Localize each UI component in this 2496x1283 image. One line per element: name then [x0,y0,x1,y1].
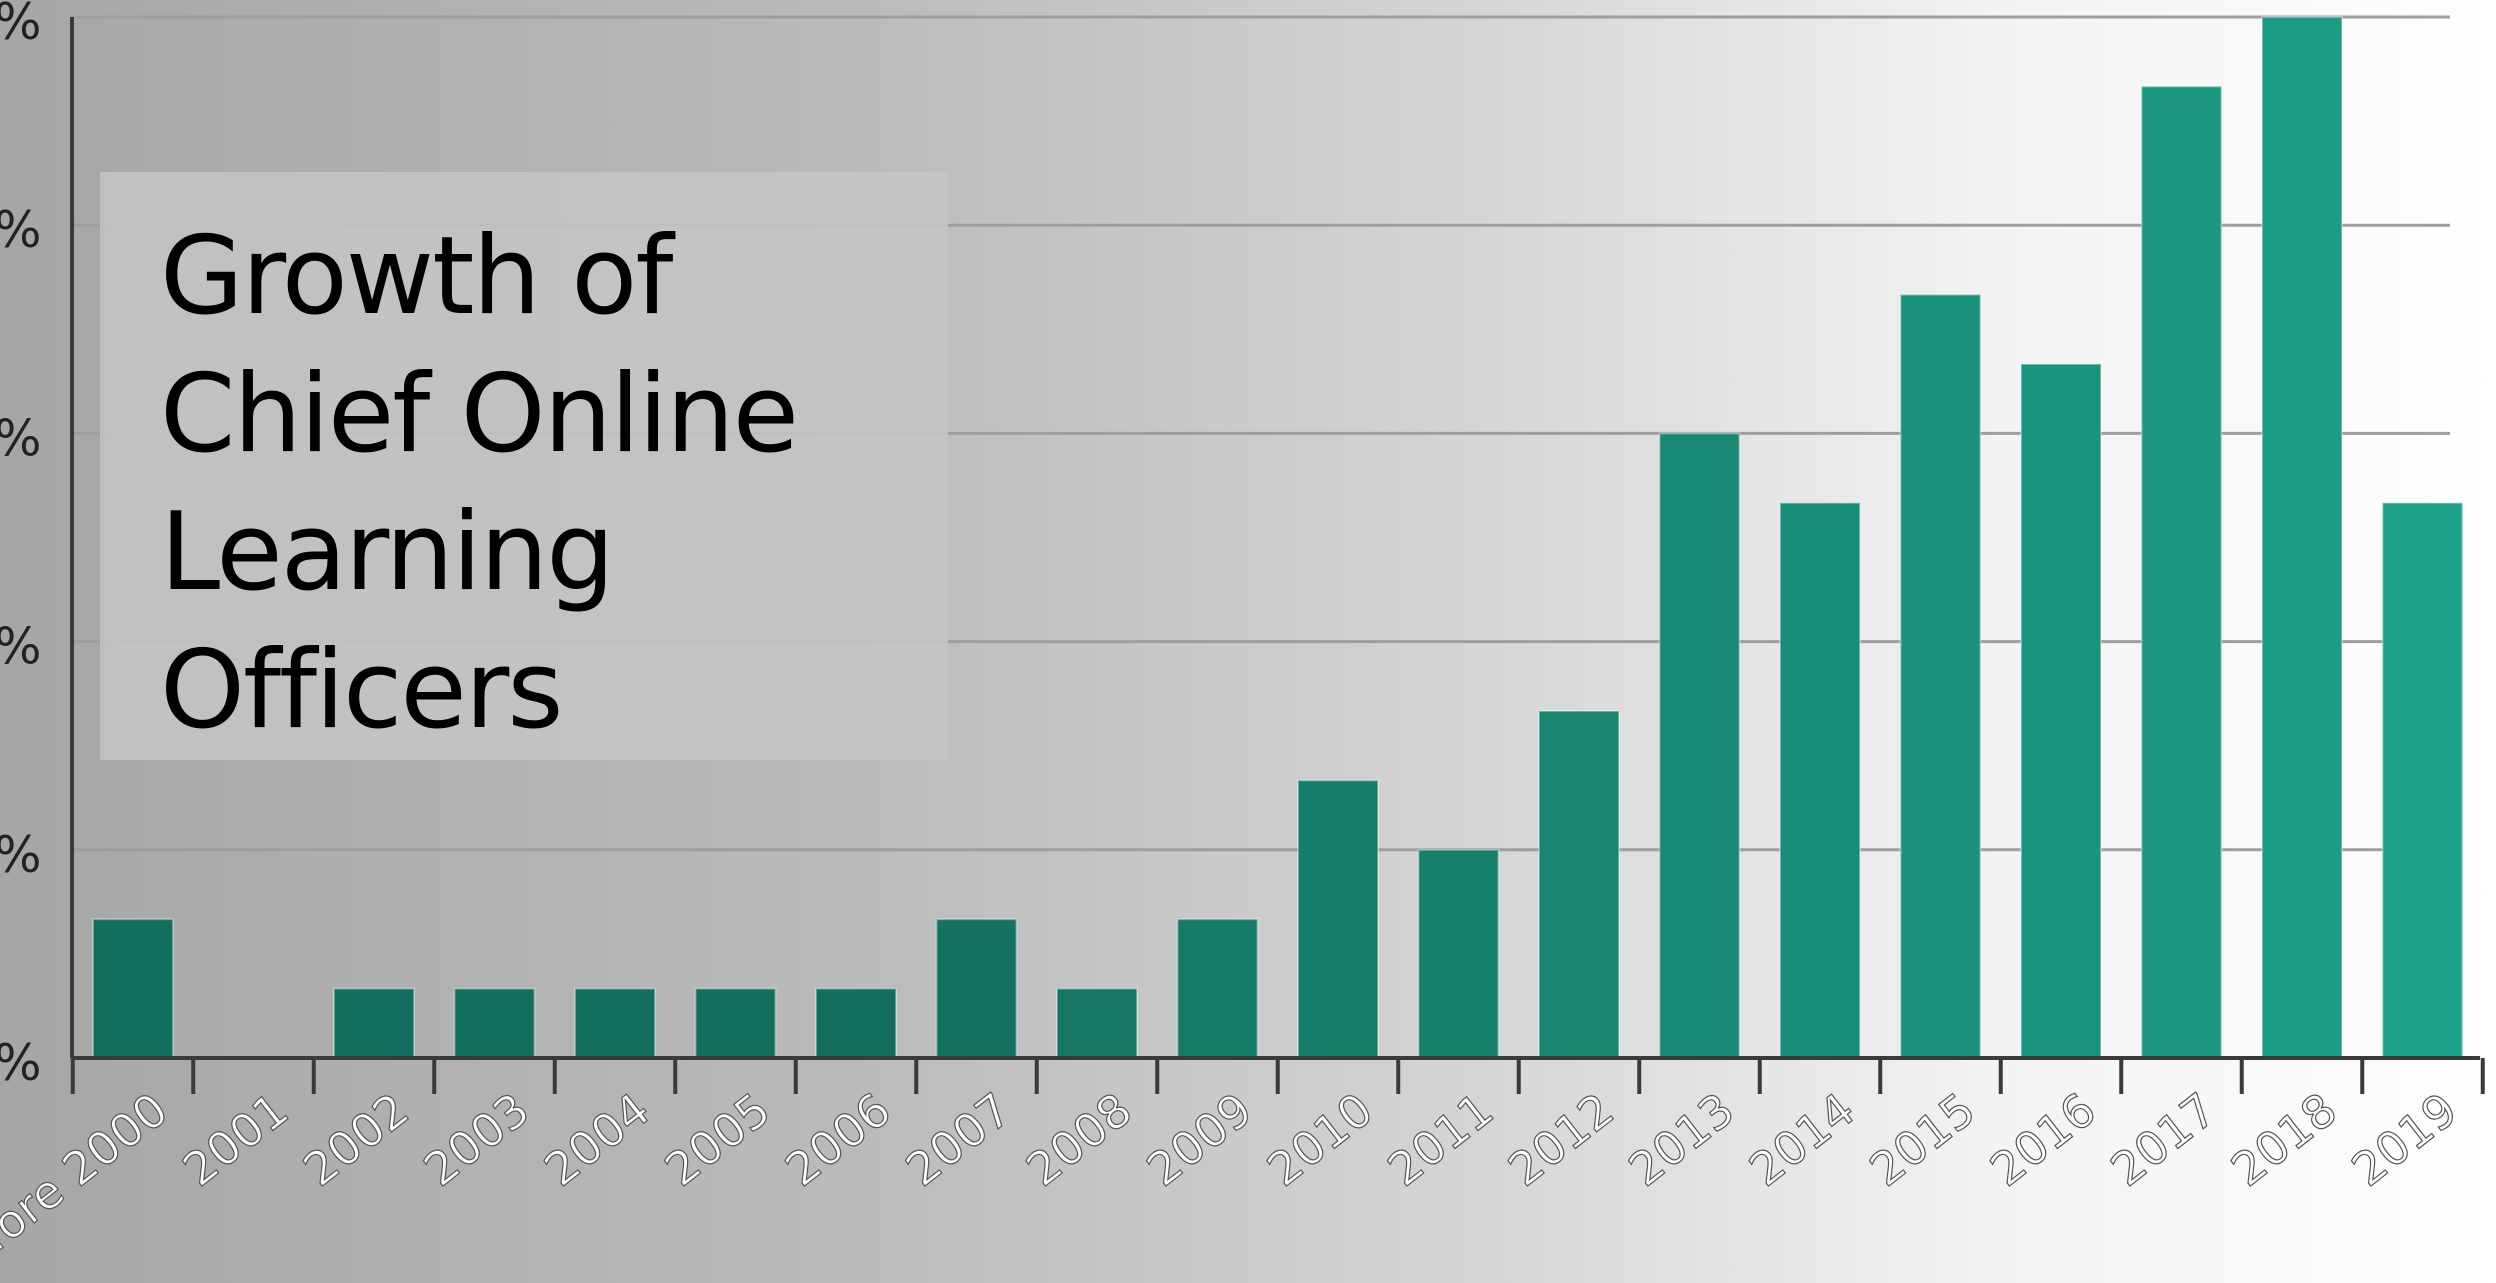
x-tick-label: 2009 [1137,1082,1263,1197]
x-tick-label: 2014 [1739,1082,1865,1197]
x-tick-label: 2010 [1257,1082,1383,1197]
bar [1538,710,1620,1059]
bar [1176,918,1259,1060]
chart-title-line: Officers [160,628,564,753]
x-tick-label: 2006 [775,1082,901,1197]
x-tick-label: 2005 [655,1082,781,1197]
x-tick-label: 2016 [1980,1082,2106,1197]
bar [2261,16,2343,1059]
x-tick-label: 2008 [1016,1082,1142,1197]
chart-title-line: Learning [160,490,615,615]
bar [1658,432,1741,1059]
bar [1417,848,1500,1059]
y-tick-label: % [0,618,42,676]
x-tick-label: 2019 [2342,1082,2468,1197]
bars [92,16,2464,1060]
chart-title-line: Growth of [160,214,673,339]
bar [333,987,415,1059]
bar [694,987,777,1059]
x-tick-label: 2011 [1378,1082,1504,1197]
x-tick-label: 2017 [2101,1082,2227,1197]
y-tick-label: % [0,826,42,884]
x-tick-label: 2004 [534,1082,660,1197]
bar [2140,85,2223,1059]
x-tick-label: 2002 [293,1082,419,1197]
bar [815,987,897,1059]
x-tick-label: 2015 [1860,1082,1986,1197]
bar [453,987,536,1059]
x-tick-label: 2003 [414,1082,540,1197]
chart-title-line: Chief Online [160,352,799,477]
bar [1899,293,1982,1060]
bar [2020,363,2102,1059]
x-tick-label: Before 2000 [0,1082,178,1283]
bar [2381,501,2464,1059]
x-tick-label: 2001 [173,1082,299,1197]
y-tick-label: % [0,409,42,467]
y-tick-label: % [0,1034,42,1092]
x-tick-labels: Before 200020012002200320042005200620072… [0,1058,2485,1283]
x-tick-label: 2007 [896,1082,1022,1197]
chart-title-box: Growth of Chief Online Learning Officers [100,172,948,760]
x-tick-label: 2013 [1619,1082,1745,1197]
x-tick-label: 2018 [2221,1082,2347,1197]
y-tick-label: % [0,0,42,51]
bar [92,918,174,1060]
bar [574,987,656,1059]
y-tick-labels: %%%%%% [0,0,42,1092]
y-tick-label: % [0,201,42,259]
bar [1779,501,1861,1059]
x-tick-label: 2012 [1498,1082,1624,1197]
bar [1056,987,1138,1059]
bar [935,918,1018,1060]
bar [1297,779,1379,1060]
